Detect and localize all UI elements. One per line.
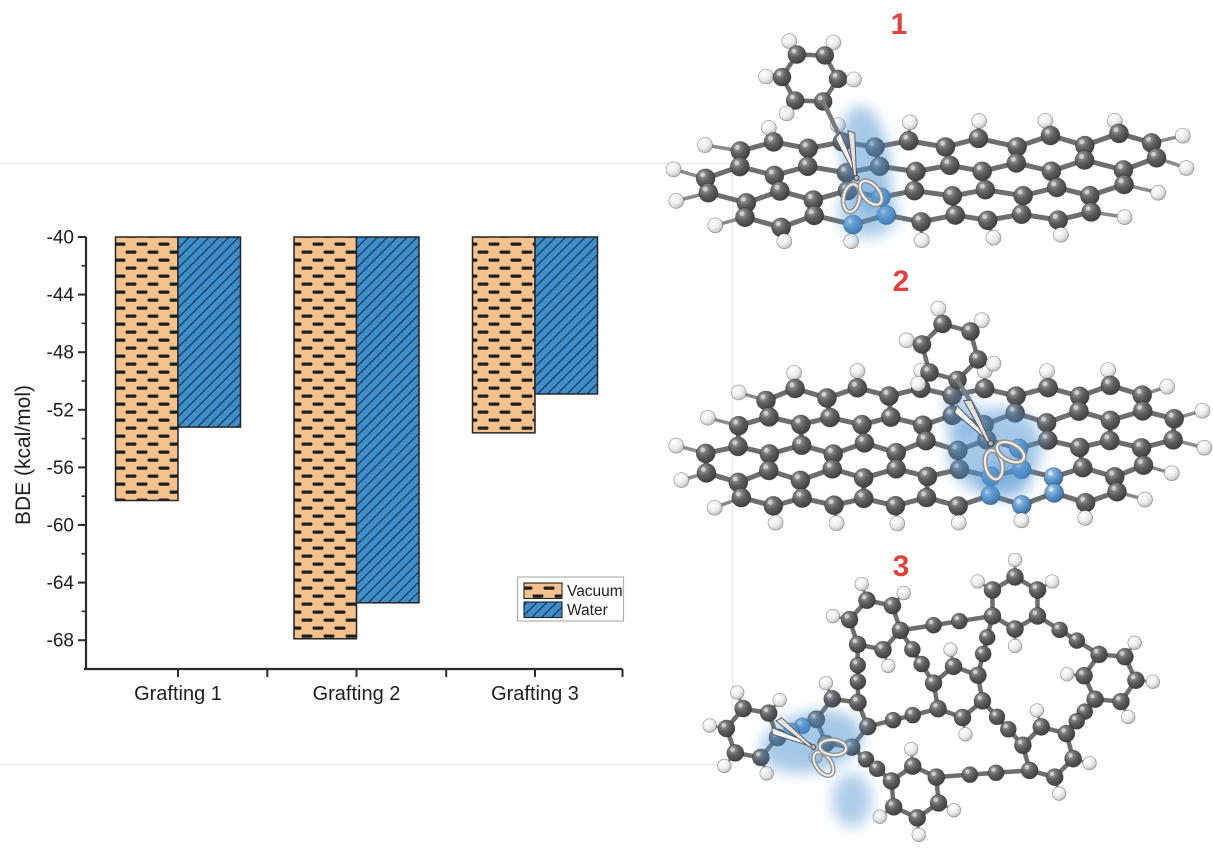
y-tick-label: -52 (47, 400, 74, 421)
y-tick-label: -64 (47, 573, 75, 594)
scissors-icon (771, 717, 849, 778)
molecule-illustrations (665, 33, 1213, 842)
legend-label-water: Water (567, 602, 608, 619)
axes (84, 237, 623, 671)
y-tick-label: -48 (47, 343, 74, 364)
grafting-2-structure (668, 300, 1213, 532)
x-category-label: Grafting 2 (313, 683, 401, 705)
structure-2-label: 2 (892, 265, 910, 298)
grafting-1-structure (665, 33, 1195, 250)
y-tick-label: -68 (47, 631, 74, 652)
grafting-3-structure (702, 552, 1160, 842)
bars (114, 236, 599, 640)
structure-1-label: 1 (890, 8, 908, 41)
bar-water-grafting-2 (355, 236, 420, 604)
structure-3-label: 3 (892, 550, 910, 583)
x-category-label: Grafting 3 (491, 683, 579, 705)
tick-marks (78, 236, 624, 677)
bond-highlight-glow (832, 773, 872, 827)
scissors-icon (953, 399, 1027, 482)
legend: Vacuum Water (516, 576, 625, 622)
y-tick-label: -40 (47, 228, 74, 249)
y-axis-title: BDE (kcal/mol) (12, 385, 35, 525)
bond-highlight-glow (979, 460, 1031, 500)
bar-vacuum-grafting-1 (114, 236, 179, 502)
phenyl-group-2 (898, 300, 1002, 392)
cell-border-top (0, 163, 733, 164)
pah-sheet-1 (665, 112, 1195, 250)
scissors-icon (834, 129, 885, 215)
phenyl-group-1 (758, 33, 862, 122)
bde-bar-chart: -40 -44 -48 -52 -56 -60 -64 -68 Grafting 1 Grafti… (12, 228, 625, 706)
x-category-label: Grafting 1 (134, 683, 222, 705)
legend-swatch-water (523, 601, 563, 619)
bar-water-grafting-1 (177, 236, 242, 428)
y-tick-label: -44 (47, 285, 75, 306)
y-tick-label: -56 (47, 458, 74, 479)
bar-vacuum-grafting-2 (293, 236, 358, 640)
pah-sheet-2 (668, 362, 1213, 532)
bar-water-grafting-3 (534, 236, 599, 395)
bar-vacuum-grafting-3 (471, 236, 536, 434)
tick-labels: -40 -44 -48 -52 -56 -60 -64 -68 Grafting 1 Grafti… (12, 228, 579, 706)
cell-border-right (732, 163, 733, 764)
legend-swatch-vacuum (523, 582, 563, 600)
y-tick-label: -60 (47, 516, 74, 537)
legend-label-vacuum: Vacuum (567, 583, 623, 600)
cell-border-bottom (0, 764, 733, 765)
